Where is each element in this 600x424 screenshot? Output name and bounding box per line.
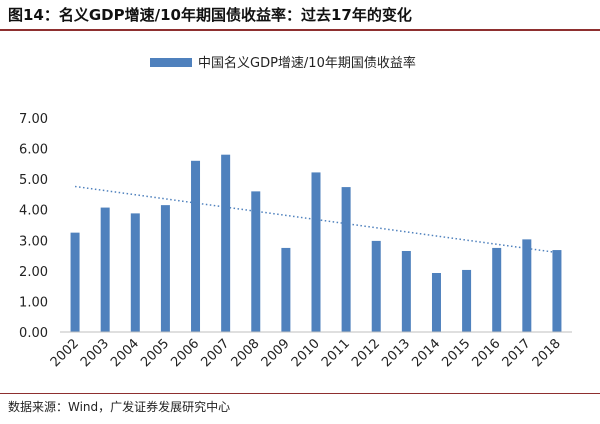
x-tick-label: 2002	[48, 336, 82, 370]
legend: 中国名义GDP增速/10年期国债收益率	[150, 55, 416, 71]
bar-chart: 中国名义GDP增速/10年期国债收益率 0.00 1.00 2.00 3.00 4.00…	[19, 55, 572, 370]
x-tick-label: 2011	[319, 336, 353, 370]
y-tick-label: 0.00	[19, 326, 48, 341]
bar	[251, 191, 261, 332]
trendline	[74, 185, 558, 254]
footer-rule	[0, 393, 600, 394]
bar	[221, 154, 231, 332]
x-tick-label: 2014	[409, 336, 443, 370]
x-tick-label: 2018	[530, 336, 564, 370]
x-tick-label: 2010	[289, 336, 323, 370]
bar	[160, 205, 170, 332]
x-tick-label: 2009	[259, 336, 293, 370]
bar	[311, 172, 321, 332]
bar	[130, 213, 140, 332]
figure-title: 图14：名义GDP增速/10年期国债收益率：过去17年的变化	[8, 6, 412, 24]
title-rule	[0, 29, 600, 31]
bar	[462, 269, 472, 332]
bar	[100, 207, 110, 332]
x-tick-label: 2008	[229, 336, 263, 370]
bars	[70, 154, 562, 332]
y-tick-label: 5.00	[19, 173, 48, 188]
bar	[401, 250, 411, 332]
bar	[371, 240, 381, 332]
x-axis: 2002200320042005200620072008200920102011…	[48, 336, 564, 370]
bar	[522, 239, 532, 332]
bar	[341, 187, 351, 332]
x-tick-label: 2016	[470, 336, 504, 370]
bar	[70, 232, 80, 332]
bar	[552, 250, 562, 332]
y-tick-label: 1.00	[19, 295, 48, 310]
x-tick-label: 2015	[439, 336, 473, 370]
y-tick-label: 7.00	[19, 112, 48, 127]
legend-label: 中国名义GDP增速/10年期国债收益率	[198, 55, 416, 71]
bar	[281, 247, 291, 332]
x-tick-label: 2005	[138, 336, 172, 370]
source-note: 数据来源：Wind，广发证券发展研究中心	[8, 400, 231, 414]
y-tick-label: 6.00	[19, 143, 48, 158]
y-tick-label: 2.00	[19, 265, 48, 280]
y-tick-label: 3.00	[19, 234, 48, 249]
bar	[492, 247, 502, 332]
y-axis: 0.00 1.00 2.00 3.00 4.00 5.00 6.00 7.00	[19, 112, 48, 341]
x-tick-label: 2017	[500, 336, 534, 370]
x-tick-label: 2007	[198, 336, 232, 370]
x-tick-label: 2006	[168, 336, 202, 370]
y-tick-label: 4.00	[19, 204, 48, 219]
legend-swatch	[150, 58, 192, 67]
bar	[431, 272, 441, 332]
x-tick-label: 2003	[78, 336, 112, 370]
x-tick-label: 2004	[108, 336, 142, 370]
bar	[191, 160, 201, 332]
x-tick-label: 2013	[379, 336, 413, 370]
x-tick-label: 2012	[349, 336, 383, 370]
